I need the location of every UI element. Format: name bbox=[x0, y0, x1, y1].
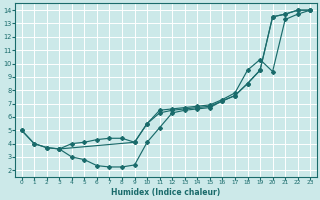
X-axis label: Humidex (Indice chaleur): Humidex (Indice chaleur) bbox=[111, 188, 220, 197]
